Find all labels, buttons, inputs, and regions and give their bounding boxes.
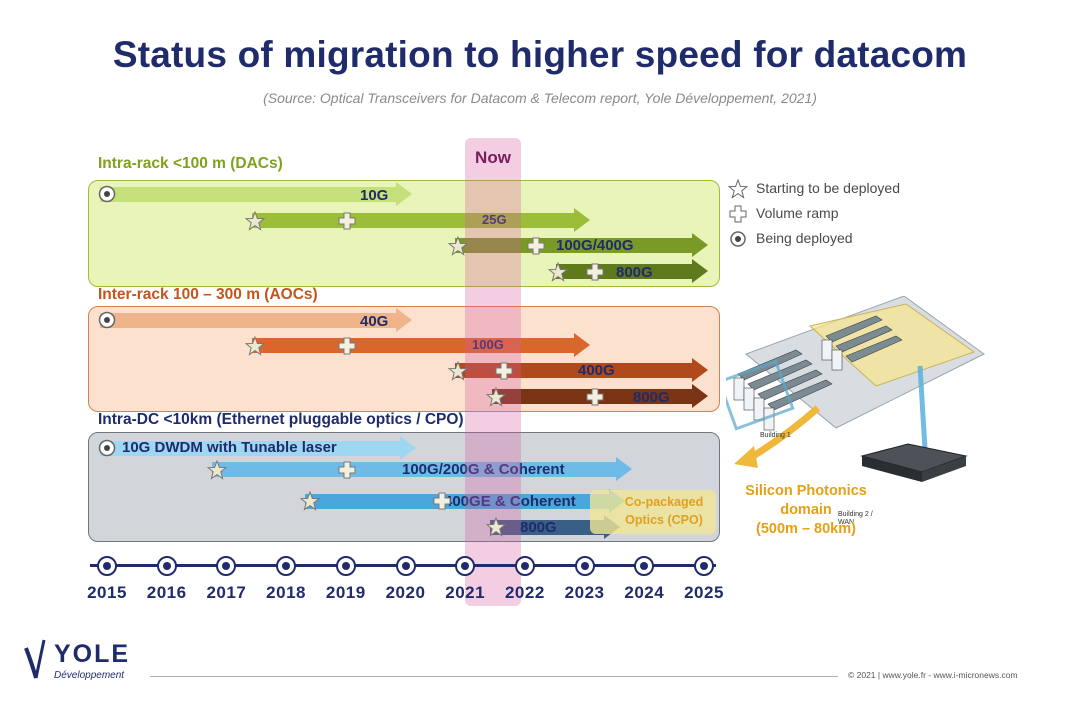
arrow-10g-dwdm: [100, 436, 416, 460]
label-100g: 100G: [472, 337, 504, 352]
arrow-40g-aoc: [100, 308, 412, 332]
cross-marker-icon: [338, 337, 356, 355]
page-title: Status of migration to higher speed for …: [112, 34, 968, 75]
label-800g-dac: 800G: [616, 264, 653, 281]
star-marker-icon: [245, 211, 265, 231]
star-marker-icon: [548, 262, 568, 282]
legend-being-deployed: Being deployed: [756, 230, 853, 246]
timeline-marker-icon: [634, 556, 655, 576]
arrow-400g-aoc: [455, 358, 708, 382]
year-label: 2024: [624, 583, 665, 602]
timeline-marker-icon: [455, 556, 476, 576]
yole-name: YOLE: [54, 640, 131, 668]
cross-marker-icon: [586, 388, 604, 406]
footer-divider: [150, 676, 838, 677]
label-10g: 10G: [360, 187, 389, 204]
cross-marker-icon: [527, 237, 545, 255]
year-label: 2016: [146, 583, 187, 602]
legend-volume-ramp: Volume ramp: [756, 205, 839, 221]
cross-marker-icon: [433, 492, 451, 510]
building-1-label: Building 1: [760, 432, 791, 439]
footer-copyright: © 2021 | www.yole.fr - www.i-micronews.c…: [848, 670, 1018, 680]
circle-marker-icon: [98, 439, 116, 457]
sp-line1: Silicon Photonics: [745, 483, 867, 499]
label-800g-aoc: 800G: [633, 389, 670, 406]
star-marker-icon: [448, 236, 468, 256]
timeline-marker-icon: [335, 556, 356, 576]
timeline-marker-icon: [156, 556, 177, 576]
star-marker-icon: [245, 336, 265, 356]
year-label: 2015: [87, 583, 127, 602]
star-marker-icon: [486, 387, 506, 407]
legend-cross-icon: [729, 205, 747, 223]
label-400g: 400G: [578, 362, 615, 379]
year-label: 2018: [266, 583, 306, 602]
star-marker-icon: [300, 491, 320, 511]
cpo-box: [590, 490, 716, 534]
source-subtitle: (Source: Optical Transceivers for Dataco…: [263, 90, 817, 106]
label-10g-dwdm: 10G DWDM with Tunable laser: [122, 439, 337, 456]
star-marker-icon: [207, 460, 227, 480]
star-marker-icon: [448, 361, 468, 381]
label-800g-dc: 800G: [520, 519, 557, 536]
sp-line2: domain: [780, 502, 832, 518]
yole-mark-icon: [24, 639, 46, 679]
label-40g: 40G: [360, 313, 389, 330]
year-label: 2019: [325, 583, 366, 602]
building-2-label: Building 2 / WAN: [838, 511, 873, 526]
year-label: 2023: [564, 583, 605, 602]
timeline-marker-icon: [216, 556, 237, 576]
label-100g-coherent: 100G/200G & Coherent: [402, 461, 565, 478]
timeline-marker-icon: [694, 556, 714, 576]
label-400ge-coherent: 400GE & Coherent: [444, 493, 576, 510]
arrow-10g-dac: [100, 182, 412, 206]
year-label: 2017: [206, 583, 247, 602]
year-label: 2021: [445, 583, 486, 602]
silicon-photonics-label: Silicon Photonics domain (500m – 80km): [736, 482, 876, 539]
year-label: 2022: [504, 583, 545, 602]
arrow-25g-dac: [252, 208, 590, 232]
cross-marker-icon: [338, 461, 356, 479]
legend-star-icon: [728, 179, 748, 199]
cross-marker-icon: [586, 263, 604, 281]
label-cpo: Co-packaged Optics (CPO): [624, 495, 704, 527]
circle-marker-icon: [98, 185, 116, 203]
timeline-marker-icon: [276, 556, 297, 576]
yole-sub: Développement: [54, 670, 125, 681]
sp-line3: (500m – 80km): [756, 521, 856, 537]
now-label: Now: [475, 148, 511, 167]
datacenter-illustration: [726, 296, 985, 482]
intra-dc-title: Intra-DC <10km (Ethernet pluggable optic…: [98, 411, 464, 428]
legend-starting: Starting to be deployed: [756, 180, 900, 196]
cross-marker-icon: [495, 362, 513, 380]
year-label: 2020: [385, 583, 426, 602]
timeline-marker-icon: [97, 556, 117, 576]
intra-rack-title: Intra-rack <100 m (DACs): [98, 155, 283, 172]
inter-rack-title: Inter-rack 100 – 300 m (AOCs): [98, 286, 318, 303]
timeline-marker-icon: [574, 556, 595, 576]
timeline-marker-icon: [395, 556, 416, 576]
label-100g400g: 100G/400G: [556, 237, 634, 254]
arrow-100g400g-dac: [455, 233, 708, 257]
arrow-100g-aoc: [252, 333, 590, 357]
cross-marker-icon: [338, 212, 356, 230]
year-label: 2025: [684, 583, 724, 602]
label-25g: 25G: [482, 212, 507, 227]
legend-circle-icon: [730, 231, 746, 247]
circle-marker-icon: [98, 311, 116, 329]
timeline-marker-icon: [514, 556, 535, 576]
arrow-100g-coherent: [212, 457, 632, 481]
star-marker-icon: [486, 517, 506, 537]
